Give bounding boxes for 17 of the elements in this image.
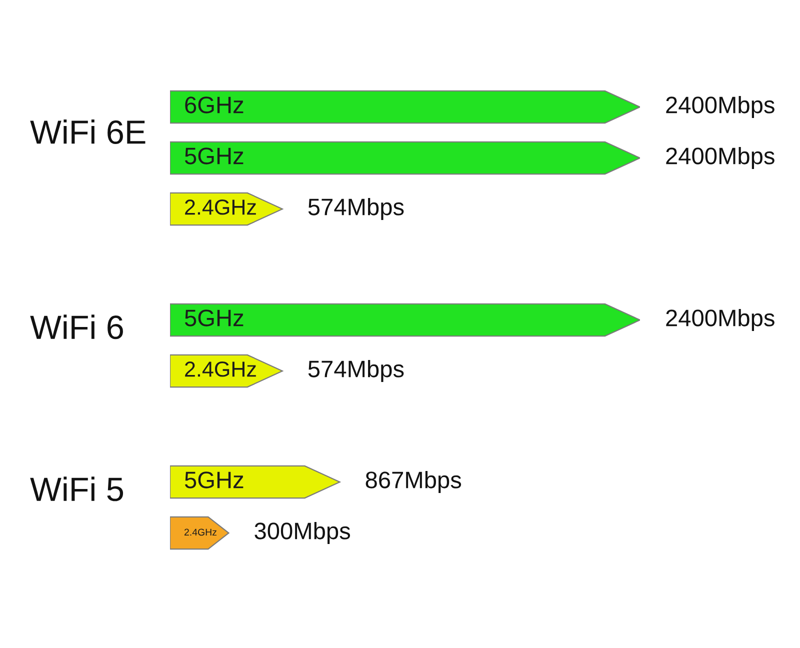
y-tick-label: 2.4GHz (185, 200, 256, 215)
y-tick-label: 6GHz (185, 96, 244, 114)
data-label: 867Mbps (366, 470, 462, 494)
y-tick-label: 2.4GHz (185, 362, 256, 377)
data-label: 574Mbps (308, 198, 404, 220)
y-tick-label: 5GHz (184, 472, 244, 488)
data-label: 300Mbps (254, 522, 350, 544)
data-label: 2400Mbps (666, 308, 774, 332)
y-tick-label: 2.4GHz (184, 528, 216, 536)
data-label: 574Mbps (308, 360, 404, 382)
y-axis-title: WiFi 6 (30, 314, 123, 340)
data-label: 2400Mbps (666, 146, 774, 170)
y-tick-label: 5GHz (184, 148, 244, 164)
data-label: 2400Mbps (666, 96, 774, 118)
y-axis-title: WiFi 6E (30, 120, 146, 144)
y-axis-title: WiFi 5 (30, 476, 124, 502)
y-tick-label: 5GHz (184, 310, 244, 326)
